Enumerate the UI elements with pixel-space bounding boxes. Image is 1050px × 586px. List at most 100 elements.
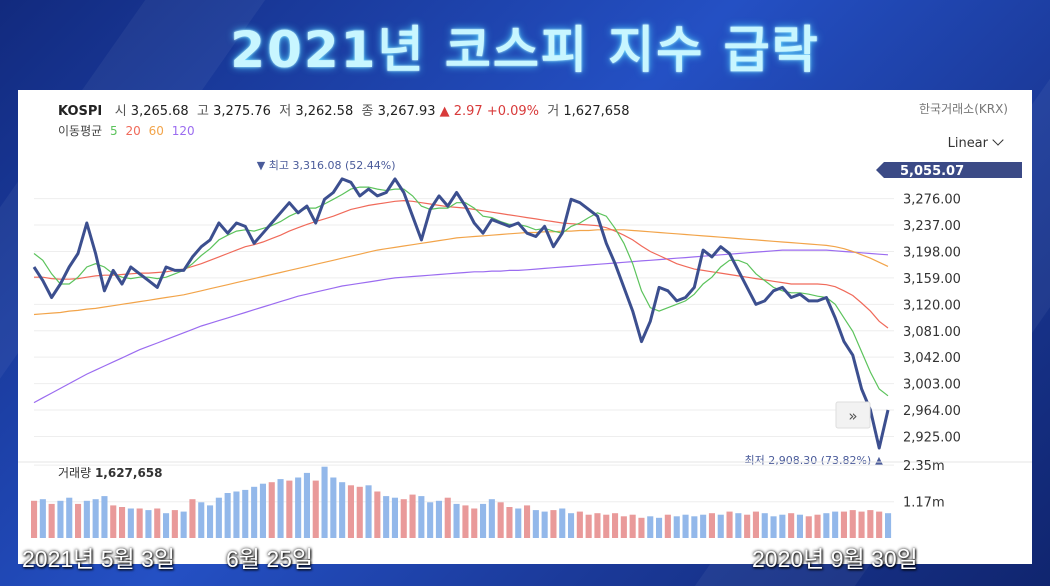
ma60-line [33,229,889,316]
volume-bar [444,497,451,538]
volume-bar [541,511,548,538]
ma-legend: 이동평균 5 20 60 120 [58,122,199,139]
volume-bar [840,511,847,538]
volume-bar [101,496,108,538]
volume-bar [286,480,293,538]
volume-bar [242,489,249,538]
volume-bar [876,511,883,538]
volume-bar [119,507,126,538]
volume-bar [761,513,768,538]
price-tick-label: 3,003.00 [903,378,961,393]
volume-bar [435,500,442,538]
volume-bar [664,514,671,538]
low-value: 3,262.58 [295,104,354,119]
volume-bar [506,507,513,538]
chart-panel: KOSPI 시 3,265.68 고 3,275.76 저 3,262.58 종… [18,90,1032,564]
volume-bar [849,510,856,538]
volume-bar [127,508,134,538]
volume-bar [532,510,539,538]
volume-bar [321,466,328,538]
close-label: 종 [361,104,374,119]
volume-bar [726,511,733,538]
current-price-label: 5,055.07 [900,164,964,179]
high-value: 3,275.76 [213,104,271,119]
min-annotation: 최저 2,908.30 (73.82%) ▲ [744,454,883,467]
volume-bar [823,513,830,538]
ma-legend-5: 5 [110,124,118,138]
scale-mode-dropdown[interactable]: Linear [947,134,1004,151]
max-annotation: ▼ 최고 3,316.08 (52.44%) [257,159,396,172]
volume-bar [92,499,99,538]
volume-bar [57,500,64,538]
volume-bar [700,514,707,538]
ma-legend-20: 20 [125,124,141,138]
volume-bar [154,508,161,538]
ticker-name: KOSPI [58,104,103,119]
volume-bar [383,496,390,538]
volume-bar [462,505,469,538]
volume-bar [418,496,425,538]
price-chart: 3,276.00 3,237.00 3,198.00 3,159.00 3,120.00… [18,159,1032,538]
volume-bar [682,514,689,538]
ma5-line [33,186,889,397]
volume-bar [83,500,90,538]
close-value: 3,267.93 [377,104,436,119]
volume-bar [629,514,636,538]
price-tick-label: 3,081.00 [903,325,961,340]
volume-bar [805,516,812,538]
volume-bar [295,477,302,538]
quote-header: KOSPI 시 3,265.68 고 3,275.76 저 3,262.58 종… [58,100,630,119]
volume-bar [259,483,266,538]
volume-bar [268,482,275,538]
volume-bar [612,513,619,538]
volume-bar [585,514,592,538]
volume-bar [180,511,187,538]
volume-bar [550,510,557,538]
data-source: 한국거래소(KRX) [919,102,1008,116]
ma-legend-60: 60 [148,124,164,138]
volume-bar [110,505,117,538]
volume-bar [312,480,319,538]
volume-bar [858,511,865,538]
volume-bar [744,514,751,538]
current-price-tag [876,162,1022,178]
volume-bar [515,508,522,538]
page-title: 2021년 코스피 지수 급락 [230,21,820,79]
volume-bar [788,513,795,538]
ma-legend-label: 이동평균 [58,124,103,138]
price-tick-label: 2,964.00 [903,404,961,419]
volume-bar [796,514,803,538]
volume-bar [356,486,363,538]
price-tick-label: 2,925.00 [903,430,961,445]
volume-bar [339,482,346,538]
volume-bar [365,485,372,538]
price-tick-label: 3,159.00 [903,272,961,287]
volume-bar [620,516,627,538]
scale-mode-label: Linear [947,136,988,151]
volume-bar [779,514,786,538]
volume-bar [814,514,821,538]
volume-bar [735,513,742,538]
volume-bar [603,514,610,538]
volume-bar [75,503,82,538]
volume-bar [559,508,566,538]
low-label: 저 [279,104,292,119]
volume-bar [48,503,55,538]
volume-bar [66,497,73,538]
volume-bar [594,513,601,538]
volume-bar [277,479,284,538]
volume-bar [832,511,839,538]
volume-tick-label: 2.35m [903,459,945,474]
volume-bar [867,510,874,538]
open-label: 시 [114,104,127,119]
volume-bar [717,514,724,538]
volume-bar [647,516,654,538]
price-tick-label: 3,120.00 [903,298,961,313]
volume-value: 1,627,658 [563,104,630,119]
volume-bar [163,513,170,538]
volume-bar [347,485,354,538]
volume-bar [251,486,258,538]
volume-bar [427,502,434,538]
volume-tick-label: 1.17m [903,496,945,511]
volume-bar [145,510,152,538]
